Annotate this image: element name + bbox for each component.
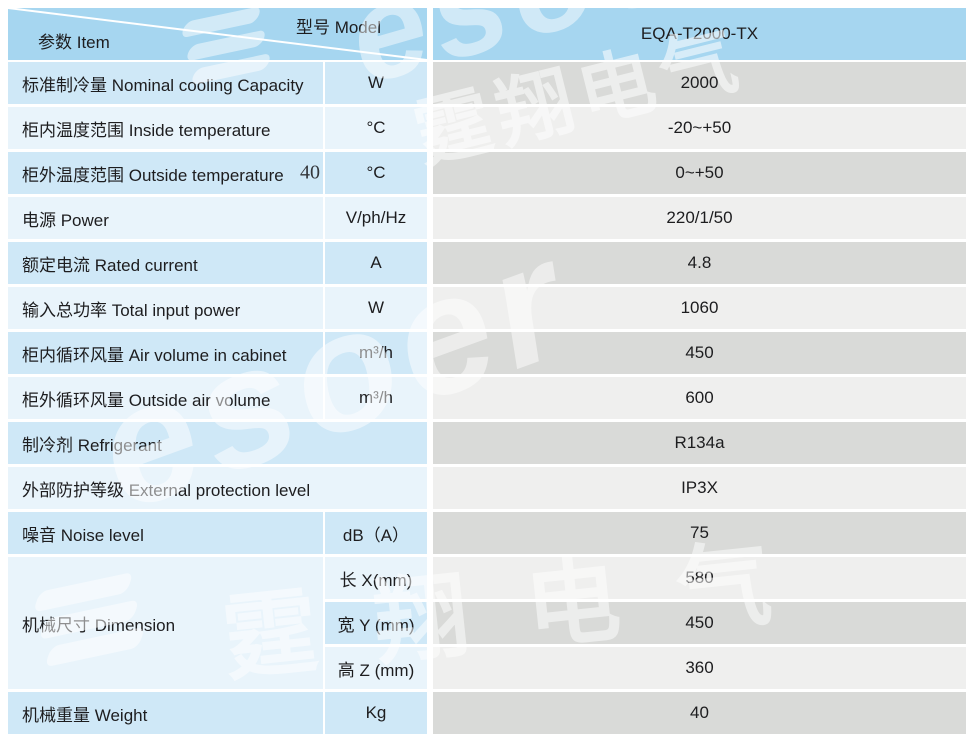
- header-model-label: 型号 Model: [295, 18, 381, 37]
- table-row: 输入总功率 Total input power W 1060: [8, 287, 966, 332]
- table-row: 柜外循环风量 Outside air volume m³/h 600: [8, 377, 966, 422]
- unit-cell: m³/h: [325, 332, 433, 377]
- table-row: 柜外温度范围 Outside temperature 40 °C 0~+50: [8, 152, 966, 197]
- table-row: 额定电流 Rated current A 4.8: [8, 242, 966, 287]
- table-row: 制冷剂 Refrigerant R134a: [8, 422, 966, 467]
- value-cell: 450: [433, 602, 966, 647]
- param-label-cell: 机械重量 Weight: [8, 692, 325, 737]
- table-row: 柜内循环风量 Air volume in cabinet m³/h 450: [8, 332, 966, 377]
- unit-cell: °C: [325, 107, 433, 152]
- param-label-cell-dimension: 机械尺寸 Dimension: [8, 557, 325, 692]
- header-item-label: 参数 Item: [38, 33, 110, 52]
- table-header-row: 型号 Model 参数 Item EQA-T2000-TX: [8, 8, 966, 62]
- param-label-cell: 柜内温度范围 Inside temperature: [8, 107, 325, 152]
- table-row: 标准制冷量 Nominal cooling Capacity W 2000: [8, 62, 966, 107]
- unit-cell: V/ph/Hz: [325, 197, 433, 242]
- unit-cell: W: [325, 62, 433, 107]
- param-label-suffix: 40: [300, 161, 320, 184]
- value-cell: 450: [433, 332, 966, 377]
- value-cell: 220/1/50: [433, 197, 966, 242]
- value-cell: 40: [433, 692, 966, 737]
- unit-cell: 宽 Y (mm): [325, 602, 433, 647]
- param-label-cell: 外部防护等级 External protection level: [8, 467, 433, 512]
- value-cell: 2000: [433, 62, 966, 107]
- unit-cell: m³/h: [325, 377, 433, 422]
- table-row: 宽 Y (mm) 450: [8, 602, 966, 647]
- table-row: 高 Z (mm) 360: [8, 647, 966, 692]
- header-model-value-cell: EQA-T2000-TX: [433, 8, 966, 62]
- value-cell: 580: [433, 557, 966, 602]
- unit-cell: 高 Z (mm): [325, 647, 433, 692]
- value-cell: -20~+50: [433, 107, 966, 152]
- param-label-cell: 制冷剂 Refrigerant: [8, 422, 433, 467]
- param-label-cell: 噪音 Noise level: [8, 512, 325, 557]
- value-cell: IP3X: [433, 467, 966, 512]
- unit-cell: A: [325, 242, 433, 287]
- table-row: 外部防护等级 External protection level IP3X: [8, 467, 966, 512]
- table-row: 柜内温度范围 Inside temperature °C -20~+50: [8, 107, 966, 152]
- param-label: 柜外温度范围 Outside temperature: [22, 165, 284, 185]
- unit-cell: dB（A）: [325, 512, 433, 557]
- param-label-cell: 输入总功率 Total input power: [8, 287, 325, 332]
- value-cell: 1060: [433, 287, 966, 332]
- unit-cell: W: [325, 287, 433, 332]
- param-label-cell: 额定电流 Rated current: [8, 242, 325, 287]
- value-cell: 4.8: [433, 242, 966, 287]
- header-diagonal-cell: 型号 Model 参数 Item: [8, 8, 433, 62]
- param-label-cell: 电源 Power: [8, 197, 325, 242]
- table-row: 机械尺寸 Dimension 长 X(mm) 580: [8, 557, 966, 692]
- unit-cell: Kg: [325, 692, 433, 737]
- value-cell: 0~+50: [433, 152, 966, 197]
- param-label-cell: 柜内循环风量 Air volume in cabinet: [8, 332, 325, 377]
- value-cell: 75: [433, 512, 966, 557]
- value-cell: 360: [433, 647, 966, 692]
- value-cell: 600: [433, 377, 966, 422]
- unit-cell: °C: [325, 152, 433, 197]
- table-row: 噪音 Noise level dB（A） 75: [8, 512, 966, 557]
- table-row: 电源 Power V/ph/Hz 220/1/50: [8, 197, 966, 242]
- param-label-cell: 柜外循环风量 Outside air volume: [8, 377, 325, 422]
- spec-table: 型号 Model 参数 Item EQA-T2000-TX 标准制冷量 Nomi…: [8, 8, 966, 737]
- unit-cell: 长 X(mm): [325, 557, 433, 602]
- value-cell: R134a: [433, 422, 966, 467]
- param-label-cell: 标准制冷量 Nominal cooling Capacity: [8, 62, 325, 107]
- param-label-cell: 柜外温度范围 Outside temperature 40: [8, 152, 325, 197]
- table-row: 机械重量 Weight Kg 40: [8, 692, 966, 737]
